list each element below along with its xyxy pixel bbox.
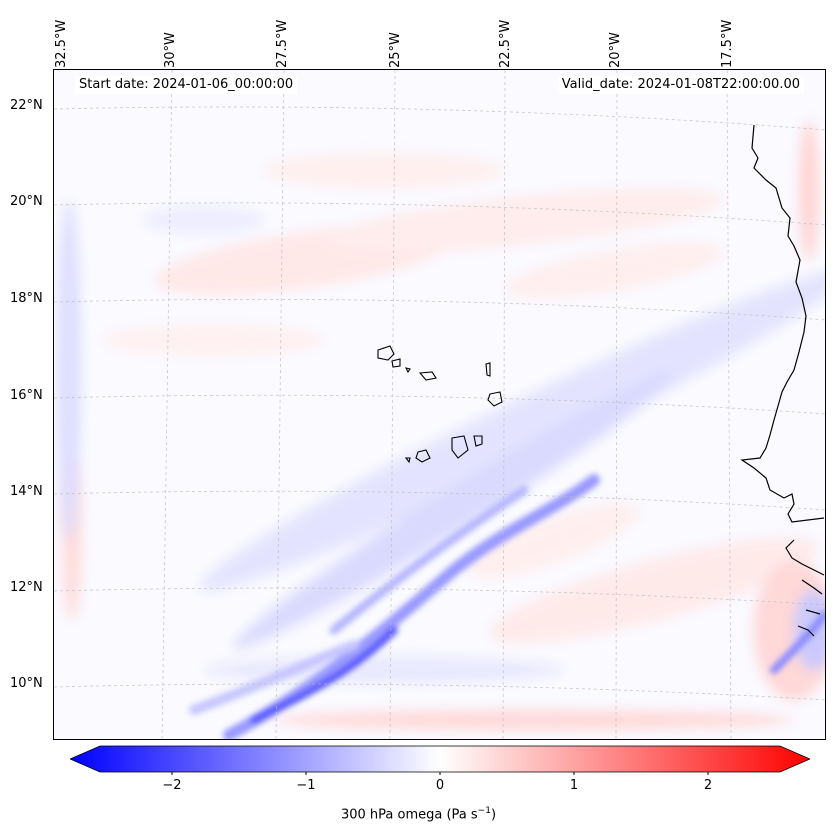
valid-date-label: Valid_date: 2024-01-08T22:00:00.00 — [557, 76, 804, 94]
lon-label-30w: 30°W — [163, 32, 178, 68]
colorbar-tick-2: 2 — [703, 778, 713, 793]
lon-label-32-5w: 32.5°W — [54, 19, 69, 68]
lat-label-14n: 14°N — [10, 484, 43, 499]
lon-label-27-5w: 27.5°W — [275, 19, 290, 68]
lat-label-10n: 10°N — [10, 676, 43, 691]
colorbar-tick-0: 0 — [435, 778, 445, 793]
omega-field-map — [54, 70, 825, 739]
lat-label-12n: 12°N — [10, 580, 43, 595]
lat-label-18n: 18°N — [10, 291, 43, 306]
lat-label-22n: 22°N — [10, 98, 43, 113]
colorbar — [70, 745, 810, 775]
colorbar-tick-neg1: −1 — [296, 778, 316, 793]
colorbar-label: 300 hPa omega (Pa s−1) — [0, 806, 837, 822]
graticule — [54, 70, 825, 739]
lon-label-25w: 25°W — [388, 32, 403, 68]
lon-label-17-5w: 17.5°W — [720, 19, 735, 68]
map-frame — [53, 69, 826, 740]
colorbar-tick-1: 1 — [569, 778, 579, 793]
negative-omega-areas — [57, 200, 825, 684]
colorbar-tick-neg2: −2 — [162, 778, 182, 793]
colorbar-ticks — [171, 772, 709, 775]
colorbar-label-exponent: −1 — [477, 806, 491, 816]
colorbar-label-prefix: 300 hPa omega (Pa s — [340, 807, 478, 823]
cape-verde-islands — [377, 345, 503, 464]
lat-label-16n: 16°N — [10, 388, 43, 403]
colorbar-gradient — [70, 745, 810, 773]
positive-omega-areas — [62, 120, 825, 730]
colorbar-label-suffix: ) — [490, 807, 497, 823]
lon-label-22-5w: 22.5°W — [498, 19, 513, 68]
strong-descent-band — [189, 474, 825, 739]
africa-coastline — [740, 124, 825, 637]
lon-label-20w: 20°W — [608, 32, 623, 68]
lat-label-20n: 20°N — [10, 194, 43, 209]
start-date-label: Start date: 2024-01-06_00:00:00 — [75, 76, 298, 94]
